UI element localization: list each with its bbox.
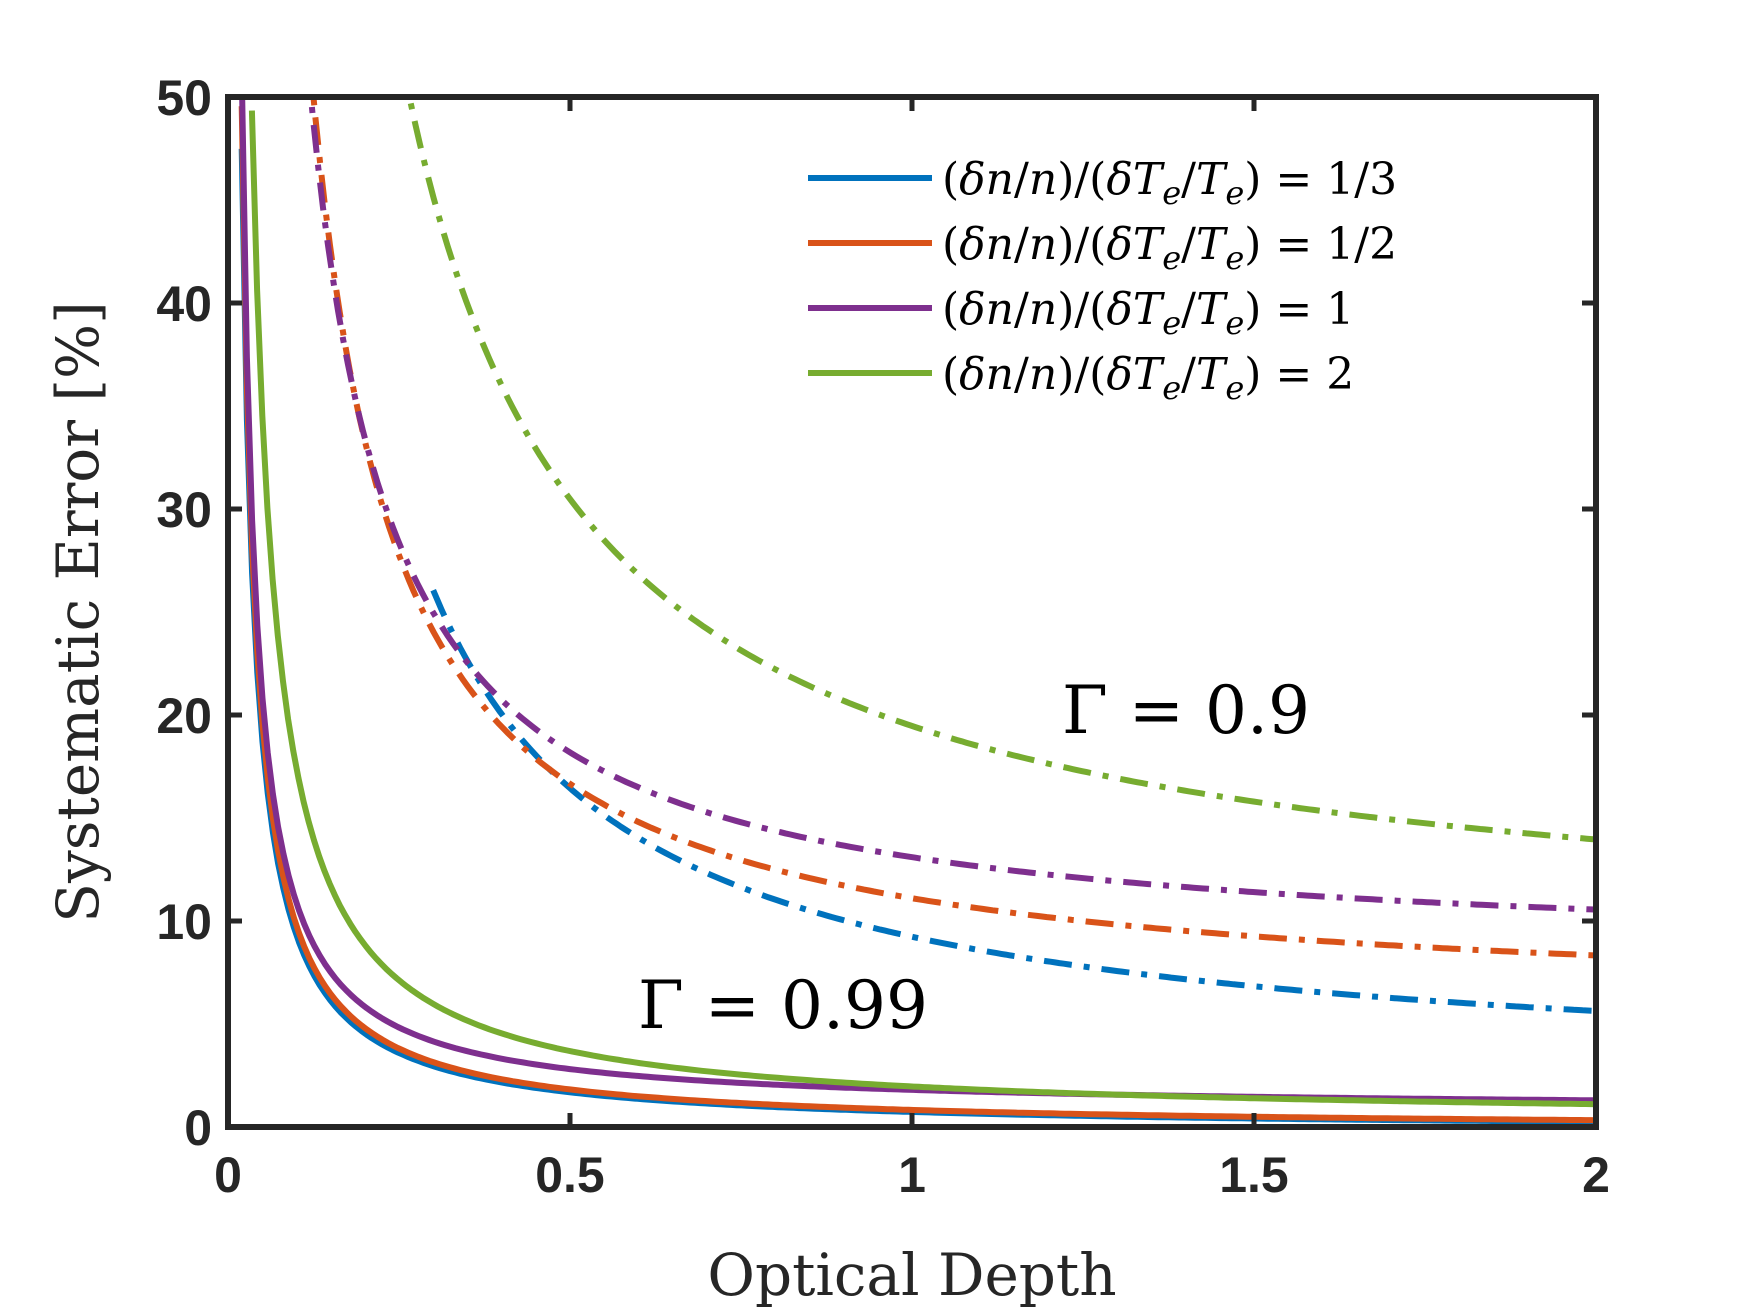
x-tick-label: 0 (214, 1147, 242, 1203)
x-axis-label: Optical Depth (707, 1241, 1116, 1309)
x-tick-label: 1.5 (1219, 1147, 1289, 1203)
legend-label-2: (δn/n)/(δTe/Te) = 1 (942, 284, 1354, 342)
y-tick-label: 40 (156, 276, 212, 332)
y-axis-label: Systematic Error [%] (44, 301, 112, 923)
series-layer (238, 97, 1596, 1125)
series-line-ratio-1-2-gamma-0-9 (310, 97, 1596, 959)
y-tick-label: 0 (184, 1100, 212, 1156)
legend-label-1: (δn/n)/(δTe/Te) = 1/2 (942, 219, 1397, 277)
y-tick-label: 10 (156, 894, 212, 950)
y-tick-label: 30 (156, 482, 212, 538)
series-line-ratio-2-gamma-0-9 (406, 97, 1596, 843)
y-tick-label: 20 (156, 688, 212, 744)
x-tick-label: 2 (1582, 1147, 1610, 1203)
series-line-ratio-1-3-gamma-0-9 (430, 589, 1596, 1014)
y-tick-label: 50 (156, 70, 212, 126)
series-line-ratio-1-gamma-0-9 (307, 97, 1596, 913)
x-tick-label: 1 (898, 1147, 926, 1203)
plot-frame (225, 94, 1599, 1130)
series-line-ratio-2-gamma-0-99 (248, 110, 1596, 1108)
annotation-gamma-0-99: Γ = 0.99 (638, 967, 928, 1044)
legend: (δn/n)/(δTe/Te) = 1/3 (δn/n)/(δTe/Te) = 1… (798, 128, 1558, 430)
x-tick-label: 0.5 (535, 1147, 605, 1203)
series-line-ratio-1-2-gamma-0-99 (238, 106, 1596, 1124)
annotation-gamma-0-9: Γ = 0.9 (1062, 672, 1310, 749)
legend-label-0: (δn/n)/(δTe/Te) = 1/3 (942, 154, 1397, 212)
legend-label-3: (δn/n)/(δTe/Te) = 2 (942, 349, 1354, 407)
